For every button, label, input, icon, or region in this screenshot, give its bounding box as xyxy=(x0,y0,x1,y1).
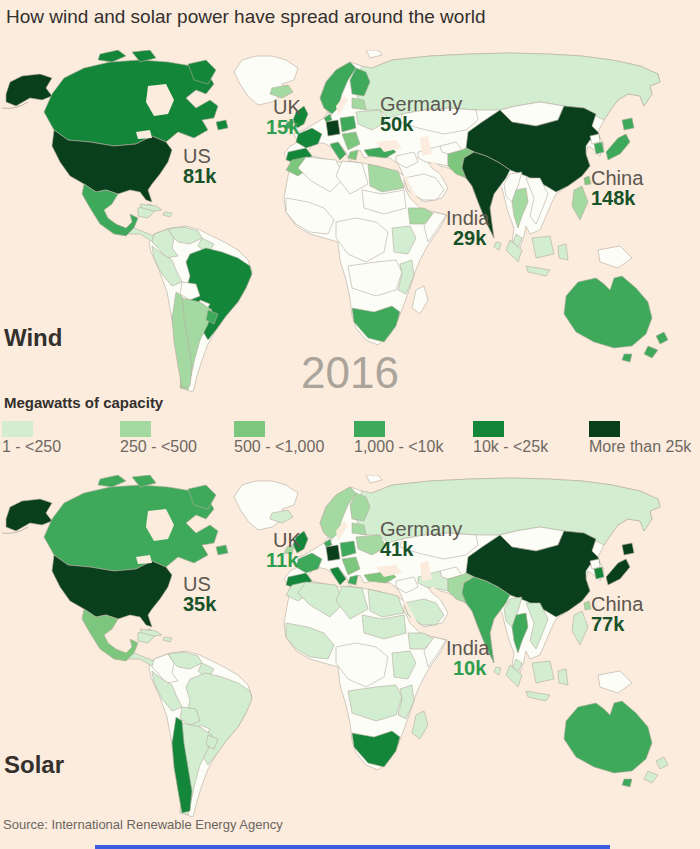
solar-map: US 35k UK 11k Germany 41k India 10k Chin… xyxy=(0,475,700,817)
label-us-solar: US 35k xyxy=(183,574,216,614)
legend-swatch xyxy=(589,421,620,437)
label-china-solar: China 77k xyxy=(591,594,643,634)
label-india-solar: India 10k xyxy=(446,638,489,678)
legend-title: Megawatts of capacity xyxy=(4,394,163,411)
solar-map-title: Solar xyxy=(4,751,64,779)
legend-swatch xyxy=(354,421,385,437)
solar-map-svg xyxy=(0,475,700,817)
legend-swatch xyxy=(2,421,33,437)
year-label: 2016 xyxy=(0,348,700,398)
bottom-progress-bar xyxy=(95,845,610,849)
wind-map-svg xyxy=(0,50,700,392)
label-uk-wind: UK 15k xyxy=(266,97,301,137)
label-uk-solar: UK 11k xyxy=(266,530,301,570)
wind-map: US 81k UK 15k Germany 50k India 29k Chin… xyxy=(0,50,700,392)
legend-label: 1,000 - <10k xyxy=(354,438,443,456)
legend-label: 10k - <25k xyxy=(473,438,548,456)
legend-label: More than 25k xyxy=(589,438,691,456)
legend-label: 1 - <250 xyxy=(2,438,61,456)
label-germany-solar: Germany 41k xyxy=(380,519,462,559)
label-india-wind: India 29k xyxy=(446,208,489,248)
label-china-wind: China 148k xyxy=(591,168,643,208)
page-title: How wind and solar power have spread aro… xyxy=(6,6,486,28)
label-us-wind: US 81k xyxy=(183,146,216,186)
legend-label: 500 - <1,000 xyxy=(234,438,324,456)
source-note: Source: International Renewable Energy A… xyxy=(3,817,283,832)
legend-label: 250 - <500 xyxy=(120,438,197,456)
legend-swatch xyxy=(473,421,504,437)
legend-swatch xyxy=(234,421,265,437)
label-germany-wind: Germany 50k xyxy=(380,94,462,134)
legend-swatch xyxy=(120,421,151,437)
